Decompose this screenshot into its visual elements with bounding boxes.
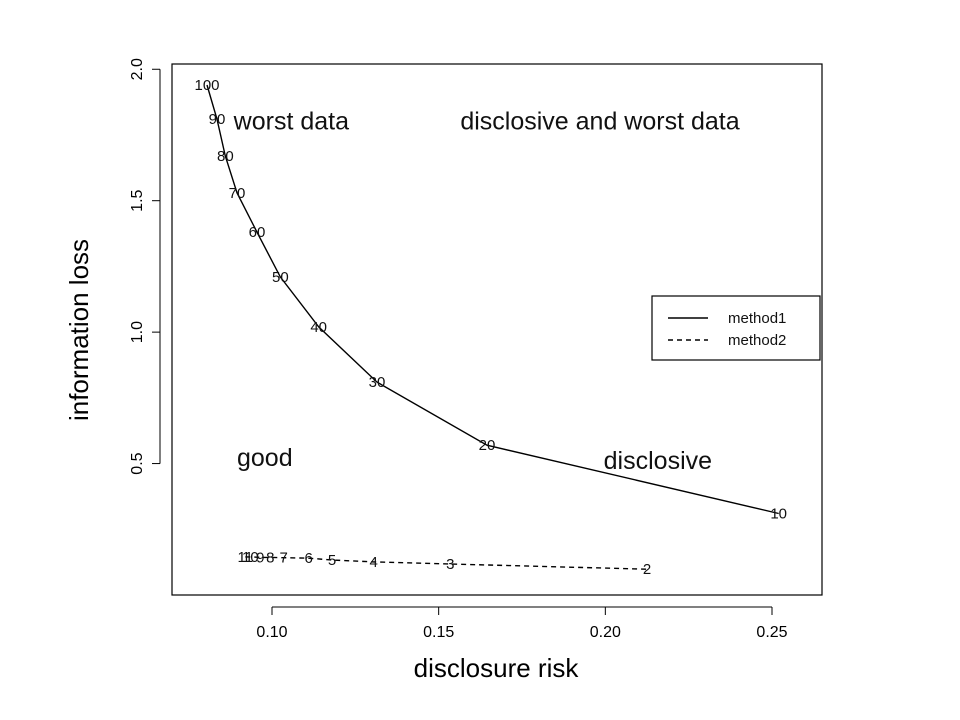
method1-point-label: 50 [272,269,289,286]
region-annotation: disclosive [604,447,712,475]
method2-point-label: 4 [369,554,377,571]
method1-point-label: 70 [229,185,246,202]
region-annotation: worst data [233,108,349,136]
y-tick-label: 1.0 [129,321,146,343]
x-axis: 0.10 0.15 0.20 0.25 [256,606,788,641]
method1-point-label: 30 [369,374,386,391]
x-tick-label: 0.20 [590,624,621,641]
annotations: worst data disclosive and worst data good d… [233,108,740,475]
method1-point-label: 100 [194,77,219,94]
legend-label-method2: method2 [728,332,786,349]
method2-line [245,556,648,570]
y-tick-label: 2.0 [129,58,146,80]
legend-label-method1: method1 [728,310,786,327]
y-tick-label: 0.5 [129,452,146,474]
method1-line [206,84,779,515]
method1-point-label: 60 [249,224,266,241]
x-tick-label: 0.25 [756,624,787,641]
y-axis-label: information loss [64,239,94,421]
method1-point-label: 80 [217,148,234,165]
method2-point-label: 11 [238,549,254,566]
x-tick-label: 0.15 [423,624,454,641]
y-axis: 0.5 1.0 1.5 2.0 [129,58,161,475]
method2-point-label: 8 [266,549,274,566]
method1-point-label: 90 [209,111,226,128]
series-lines [206,84,779,570]
method2-point-label: 5 [328,552,336,569]
region-annotation: good [237,444,293,472]
method2-point-label: 7 [279,550,287,567]
method2-point-label: 3 [446,556,454,573]
method1-point-label: 40 [310,319,327,336]
method2-point-label: 2 [643,561,651,578]
method1-point-label: 10 [770,506,787,523]
x-tick-label: 0.10 [256,624,287,641]
legend-box [651,295,821,361]
method2-point-label: 10 [242,549,259,566]
region-annotation: disclosive and worst data [460,108,739,136]
legend: method1 method2 [651,295,821,361]
y-tick-label: 1.5 [129,189,146,211]
method2-point-label: 9 [256,549,264,566]
x-axis-label: disclosure risk [414,653,580,683]
method2-point-label: 6 [304,550,312,567]
method1-point-label: 20 [479,437,496,454]
plot-frame [171,63,823,596]
